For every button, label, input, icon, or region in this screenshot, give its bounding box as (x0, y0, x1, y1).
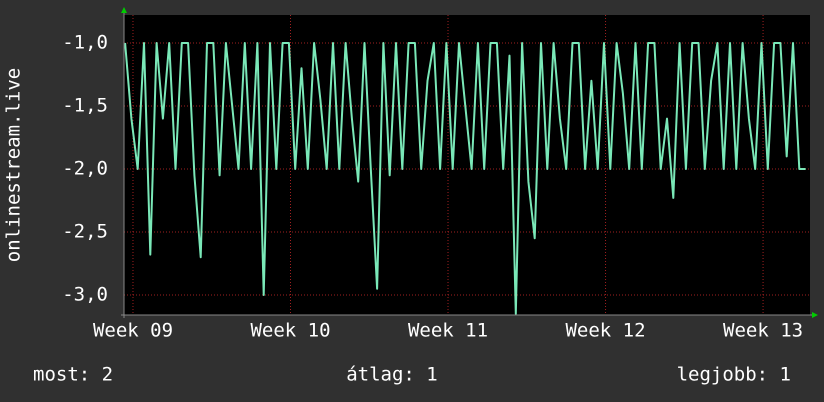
y-tick-label: -2,0 (62, 157, 108, 179)
footer-stat: legjobb: 1 (677, 364, 791, 386)
axis-arrow (812, 312, 818, 318)
footer-stat: most: 2 (33, 364, 113, 386)
axis-arrow (121, 7, 127, 13)
x-tick-label: Week 09 (93, 320, 173, 342)
x-tick-label: Week 10 (250, 320, 330, 342)
x-tick-label: Week 12 (565, 320, 645, 342)
y-axis-label: onlinestream.live (3, 68, 25, 262)
y-tick-label: -1,0 (62, 31, 108, 53)
y-tick-label: -2,5 (62, 220, 108, 242)
x-tick-label: Week 11 (408, 320, 488, 342)
data-line (124, 42, 806, 315)
x-tick-label: Week 13 (723, 320, 803, 342)
footer-stat: átlag: 1 (346, 364, 438, 386)
y-tick-label: -1,5 (62, 94, 108, 116)
y-tick-label: -3,0 (62, 283, 108, 305)
